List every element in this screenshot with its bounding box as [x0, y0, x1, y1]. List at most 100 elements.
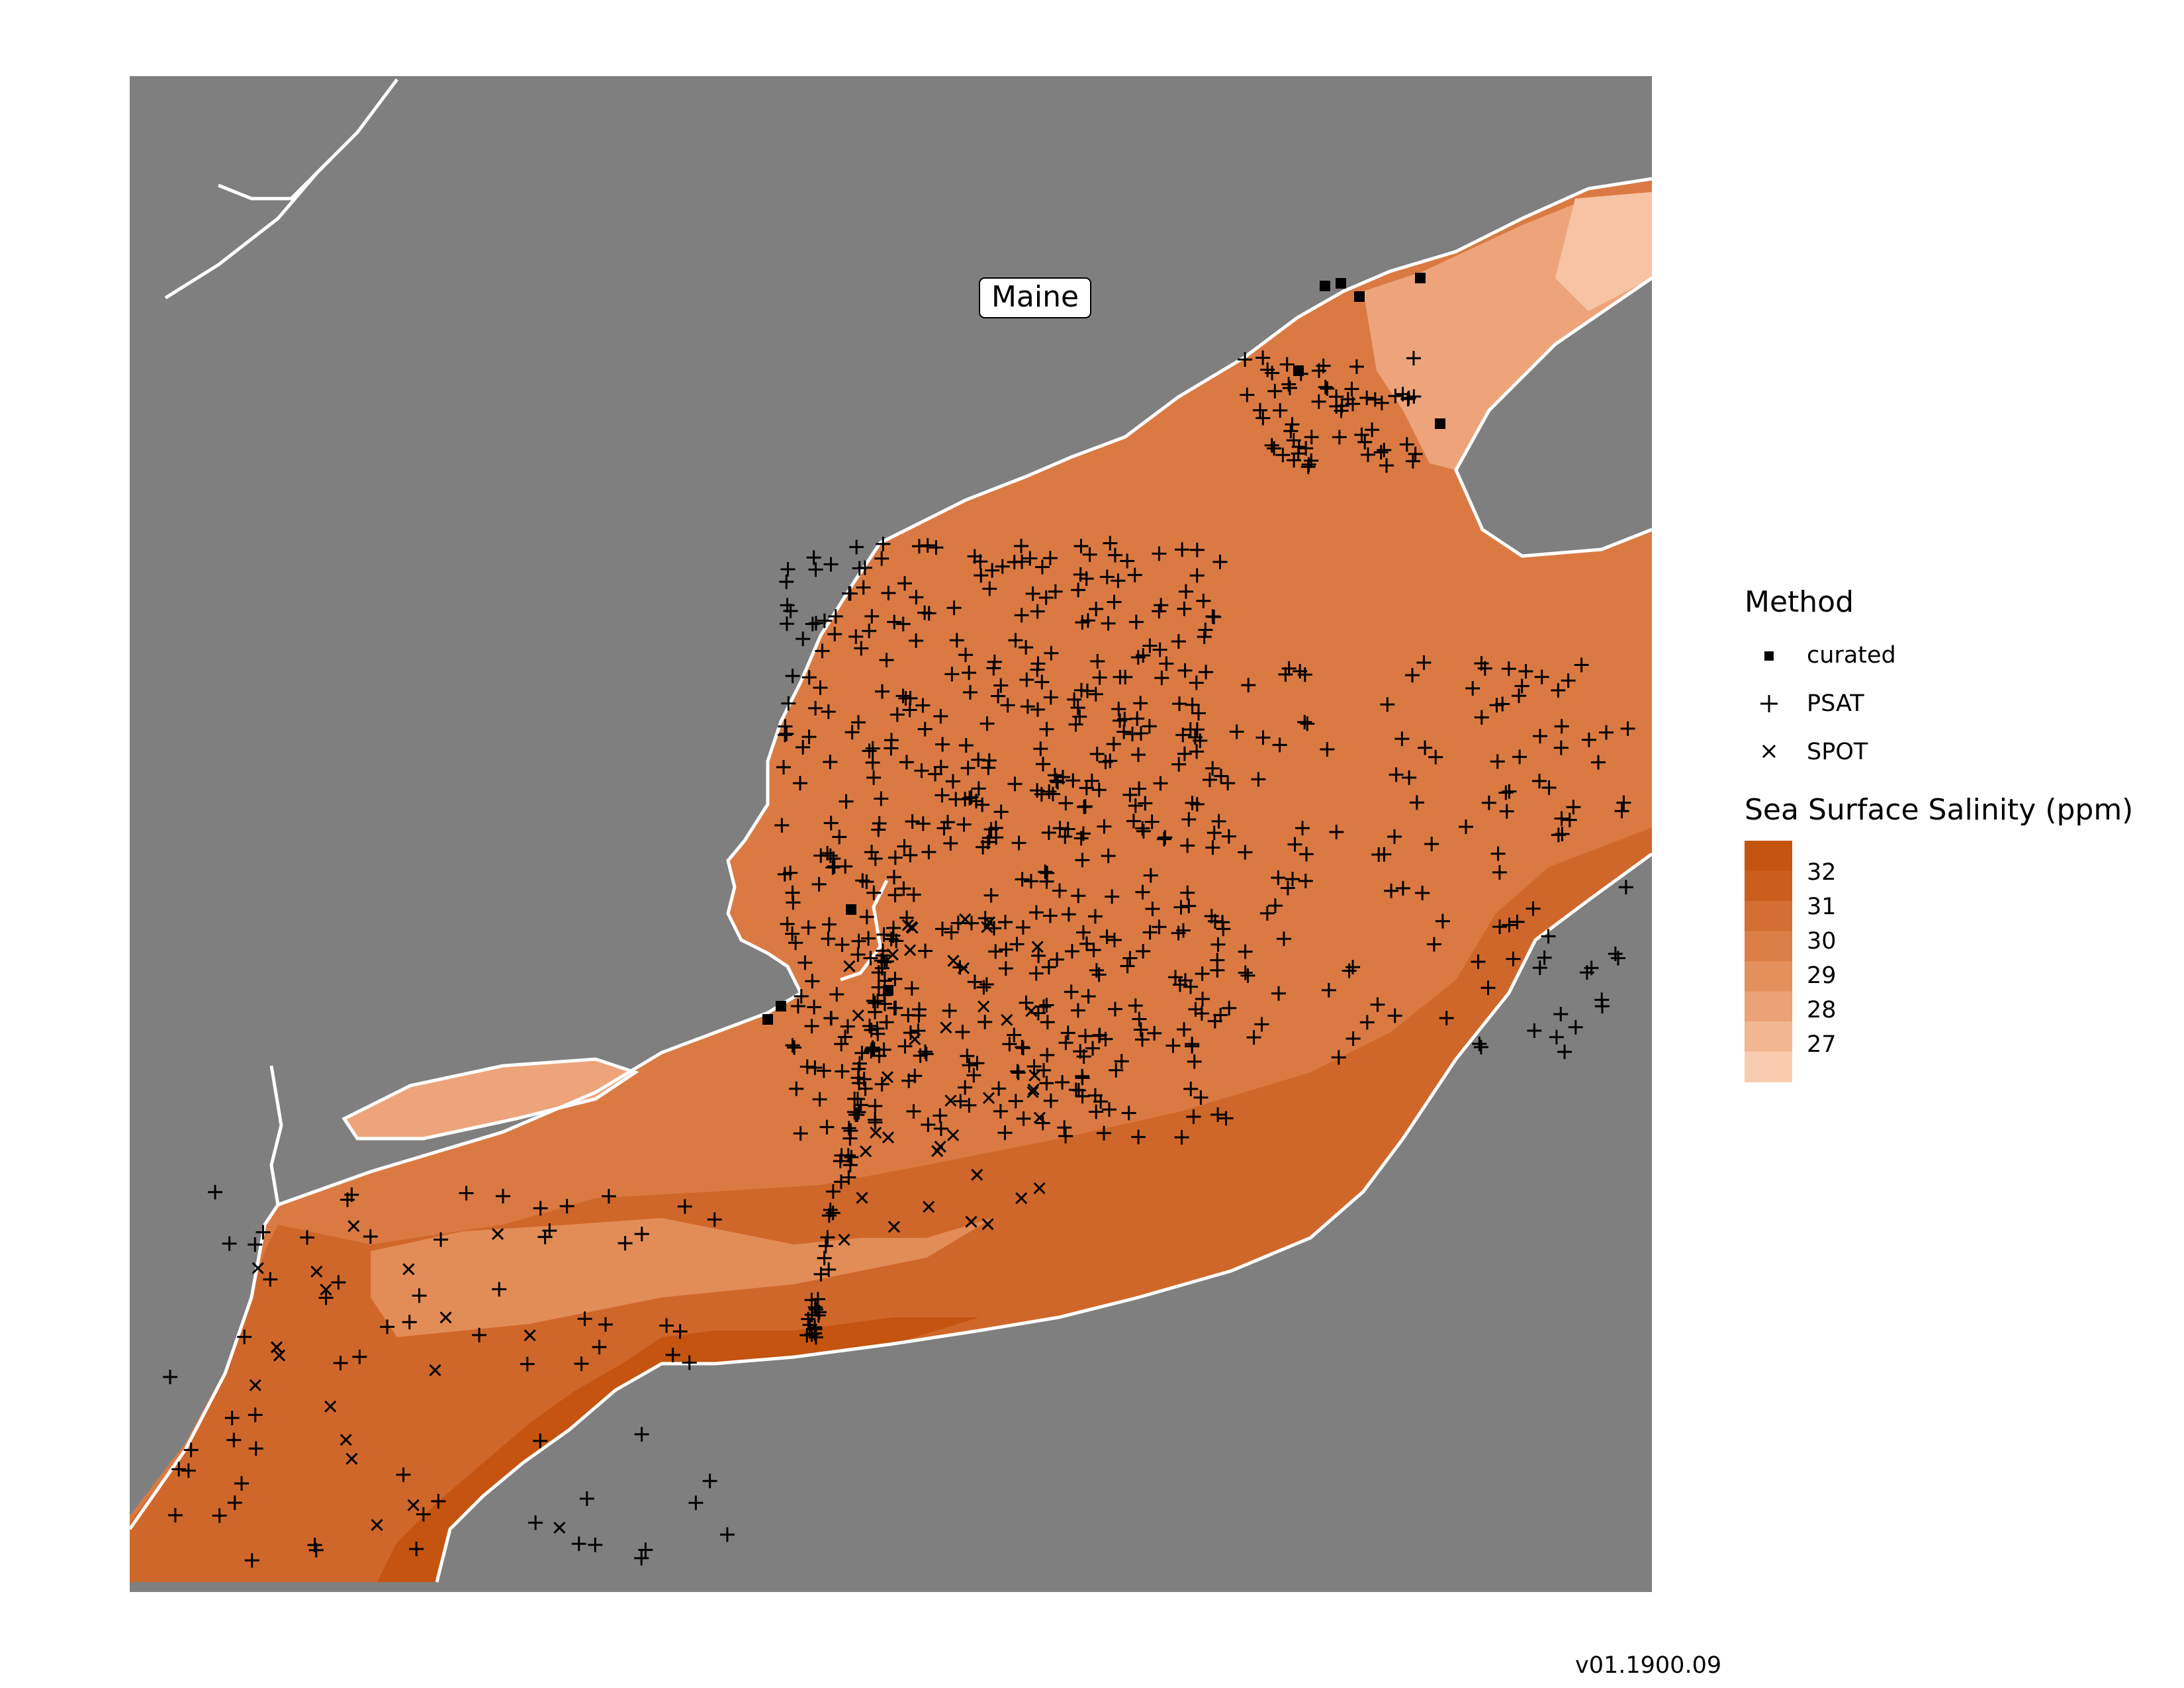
- curated-marker: [762, 1014, 773, 1025]
- psat-marker: [950, 915, 966, 931]
- psat-marker: [702, 1474, 717, 1489]
- colorbar-segment: [1745, 931, 1792, 962]
- psat-marker: [1191, 706, 1206, 721]
- psat-marker: [1252, 402, 1267, 418]
- psat-marker: [1272, 737, 1287, 753]
- psat-marker: [983, 821, 999, 837]
- psat-marker: [1007, 555, 1022, 570]
- psat-marker: [918, 943, 933, 959]
- psat-marker: [823, 754, 838, 769]
- colorbar-segment: [1745, 961, 1792, 992]
- psat-marker: [911, 1008, 927, 1023]
- psat-marker: [1142, 719, 1157, 734]
- psat-marker: [1015, 920, 1030, 935]
- psat-marker: [222, 1236, 237, 1251]
- spot-marker: [273, 1349, 286, 1362]
- psat-marker: [997, 1125, 1013, 1141]
- psat-marker: [1075, 615, 1090, 630]
- psat-marker: [779, 726, 794, 741]
- psat-marker: [1173, 900, 1189, 915]
- colorbar-segment: [1745, 870, 1792, 902]
- psat-marker: [1229, 724, 1244, 739]
- psat-marker: [1408, 446, 1423, 461]
- salinity-tick-27: 27: [1807, 1031, 1837, 1058]
- psat-marker: [970, 1056, 985, 1071]
- spot-marker: [904, 944, 917, 957]
- curated-marker: [1435, 418, 1445, 429]
- psat-marker: [416, 1507, 431, 1522]
- psat-marker: [853, 1098, 868, 1113]
- psat-marker: [167, 1508, 183, 1523]
- psat-marker: [991, 1081, 1007, 1096]
- psat-marker: [1298, 441, 1314, 456]
- psat-marker: [834, 1174, 848, 1190]
- psat-marker: [839, 794, 854, 809]
- psat-marker: [1007, 776, 1023, 792]
- psat-marker: [1101, 616, 1116, 631]
- psat-marker: [1304, 430, 1319, 445]
- psat-marker: [1255, 410, 1271, 426]
- psat-marker: [1405, 453, 1420, 469]
- psat-marker: [1246, 1030, 1261, 1045]
- psat-marker: [333, 1356, 348, 1371]
- psat-marker: [1210, 1107, 1226, 1122]
- psat-marker: [1093, 1094, 1109, 1109]
- psat-marker: [1194, 1006, 1209, 1021]
- psat-marker: [875, 684, 890, 699]
- spot-marker: [371, 1519, 383, 1531]
- psat-marker: [1122, 951, 1138, 966]
- psat-marker: [905, 814, 920, 829]
- psat-marker: [1071, 583, 1086, 598]
- psat-marker: [1532, 960, 1547, 975]
- psat-marker: [344, 1187, 359, 1202]
- spot-marker: [882, 1131, 895, 1144]
- psat-marker: [903, 1025, 918, 1041]
- psat-marker: [1133, 1022, 1148, 1037]
- psat-marker: [1331, 1050, 1346, 1065]
- psat-marker: [208, 1184, 223, 1199]
- psat-marker: [1126, 814, 1141, 829]
- psat-marker: [1512, 688, 1527, 704]
- psat-marker: [1533, 729, 1548, 744]
- spot-marker: [965, 1215, 978, 1228]
- colorbar-segment: [1745, 841, 1792, 872]
- psat-marker: [1077, 799, 1092, 814]
- psat-marker: [1071, 1083, 1086, 1098]
- psat-marker: [881, 585, 896, 600]
- psat-marker: [1147, 1025, 1162, 1041]
- salinity-tick-29: 29: [1807, 962, 1837, 989]
- psat-marker: [806, 550, 821, 565]
- psat-marker: [933, 709, 948, 724]
- psat-marker: [1107, 932, 1122, 947]
- psat-marker: [1152, 546, 1167, 561]
- psat-marker: [1142, 925, 1158, 940]
- psat-marker: [1402, 770, 1417, 785]
- psat-marker: [864, 1023, 879, 1038]
- psat-marker: [472, 1327, 487, 1342]
- psat-marker: [1177, 601, 1192, 616]
- psat-marker: [396, 1467, 411, 1482]
- psat-marker: [1173, 977, 1187, 992]
- psat-marker: [1008, 633, 1023, 648]
- psat-marker: [1197, 629, 1212, 644]
- spot-marker: [909, 1033, 921, 1046]
- psat-marker: [1042, 784, 1057, 799]
- psat-marker: [492, 1282, 507, 1297]
- psat-marker: [823, 557, 839, 572]
- psat-marker: [1180, 838, 1195, 853]
- psat-marker: [854, 641, 869, 656]
- psat-marker: [1614, 804, 1629, 819]
- psat-marker: [1177, 1022, 1192, 1037]
- psat-marker: [786, 895, 801, 910]
- psat-marker: [1034, 786, 1049, 802]
- psat-marker: [1048, 584, 1063, 599]
- psat-marker: [1152, 919, 1167, 935]
- psat-marker: [1189, 568, 1205, 583]
- psat-marker: [1073, 567, 1088, 582]
- psat-marker: [1279, 357, 1295, 372]
- psat-marker: [1490, 754, 1505, 769]
- psat-marker: [1311, 363, 1326, 378]
- psat-marker: [1387, 1008, 1402, 1023]
- psat-marker: [1554, 719, 1569, 734]
- psat-marker: [1078, 1029, 1093, 1044]
